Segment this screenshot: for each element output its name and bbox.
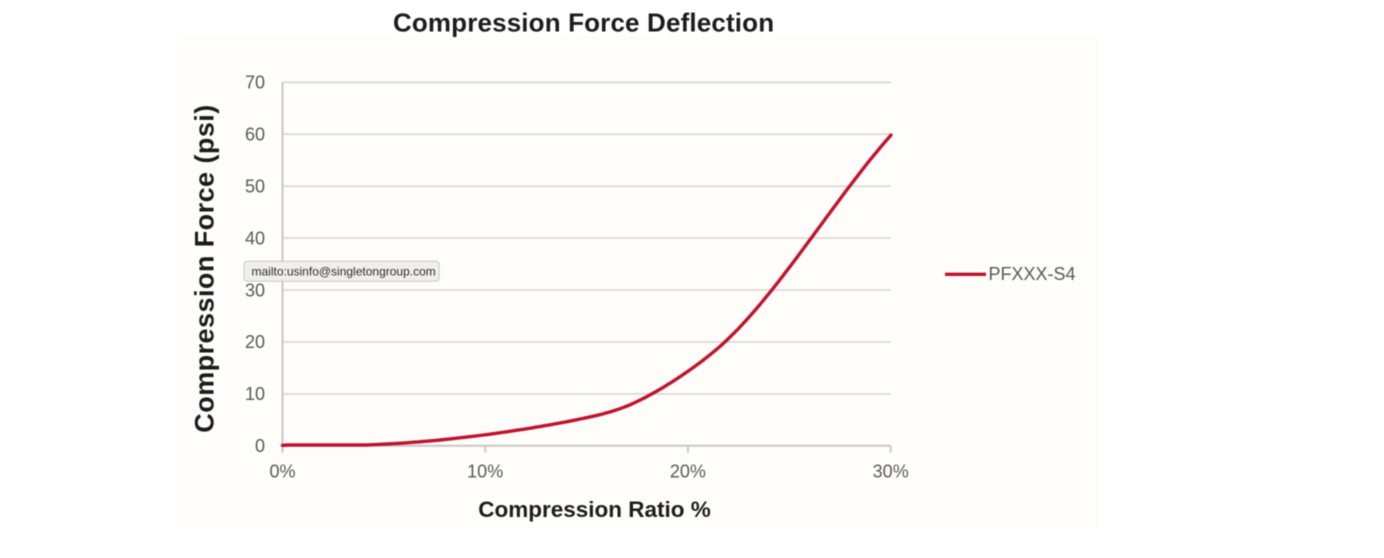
svg-text:0%: 0% xyxy=(269,461,295,481)
svg-text:30%: 30% xyxy=(873,461,909,481)
svg-text:40: 40 xyxy=(245,228,265,248)
svg-text:Compression Force (psi): Compression Force (psi) xyxy=(190,104,220,432)
svg-text:Compression Force Deflection: Compression Force Deflection xyxy=(393,8,774,38)
svg-text:20: 20 xyxy=(245,332,265,352)
svg-text:10%: 10% xyxy=(467,461,503,481)
svg-text:60: 60 xyxy=(245,125,265,145)
svg-text:mailto:usinfo@singletongroup.c: mailto:usinfo@singletongroup.com xyxy=(252,265,436,279)
svg-text:70: 70 xyxy=(245,73,265,93)
svg-text:PFXXX-S4: PFXXX-S4 xyxy=(989,264,1076,284)
svg-text:0: 0 xyxy=(255,436,265,456)
svg-text:10: 10 xyxy=(245,384,265,404)
svg-text:Compression Ratio %: Compression Ratio % xyxy=(478,497,711,522)
svg-text:30: 30 xyxy=(245,280,265,300)
svg-text:20%: 20% xyxy=(670,461,706,481)
svg-text:50: 50 xyxy=(245,177,265,197)
